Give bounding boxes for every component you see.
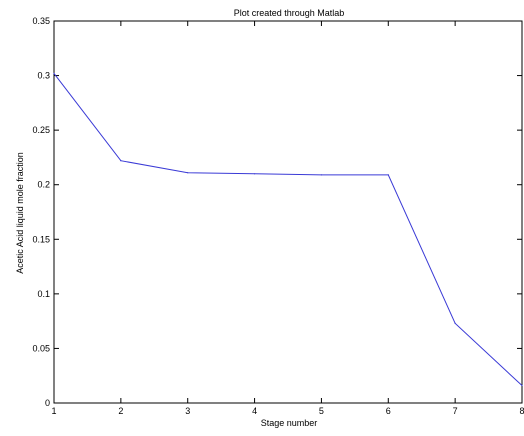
x-axis-label: Stage number <box>261 418 318 428</box>
data-point <box>120 160 122 162</box>
y-tick-label: 0.15 <box>32 234 50 244</box>
y-tick-label: 0.2 <box>37 180 50 190</box>
data-point <box>53 72 55 74</box>
y-tick-label: 0.35 <box>32 16 50 26</box>
y-tick-label: 0 <box>45 398 50 408</box>
x-tick-label: 3 <box>185 406 190 416</box>
y-tick-label: 0.25 <box>32 125 50 135</box>
data-point <box>387 174 389 176</box>
x-tick-label: 1 <box>51 406 56 416</box>
y-tick-label: 0.1 <box>37 289 50 299</box>
y-tick-label: 0.05 <box>32 343 50 353</box>
x-tick-label: 8 <box>519 406 524 416</box>
x-tick-label: 4 <box>252 406 257 416</box>
chart-title: Plot created through Matlab <box>234 8 345 18</box>
y-tick-label: 0.3 <box>37 71 50 81</box>
axes-box <box>53 20 523 404</box>
y-axis-label: Acetic Acid liquid mole fraction <box>15 152 25 274</box>
data-point <box>454 322 456 324</box>
data-point <box>320 174 323 176</box>
plot-area: 1 2 3 4 5 6 7 8 0 0.05 0.1 0.15 0.2 0.25 0.3 0.35 <box>32 16 524 416</box>
data-point <box>253 173 256 175</box>
x-tick-label: 7 <box>453 406 458 416</box>
x-tick-label: 6 <box>386 406 391 416</box>
x-tick-label: 5 <box>319 406 324 416</box>
data-point <box>187 172 189 174</box>
x-tick-label: 2 <box>118 406 123 416</box>
series-line <box>53 73 523 386</box>
data-point <box>521 384 523 387</box>
